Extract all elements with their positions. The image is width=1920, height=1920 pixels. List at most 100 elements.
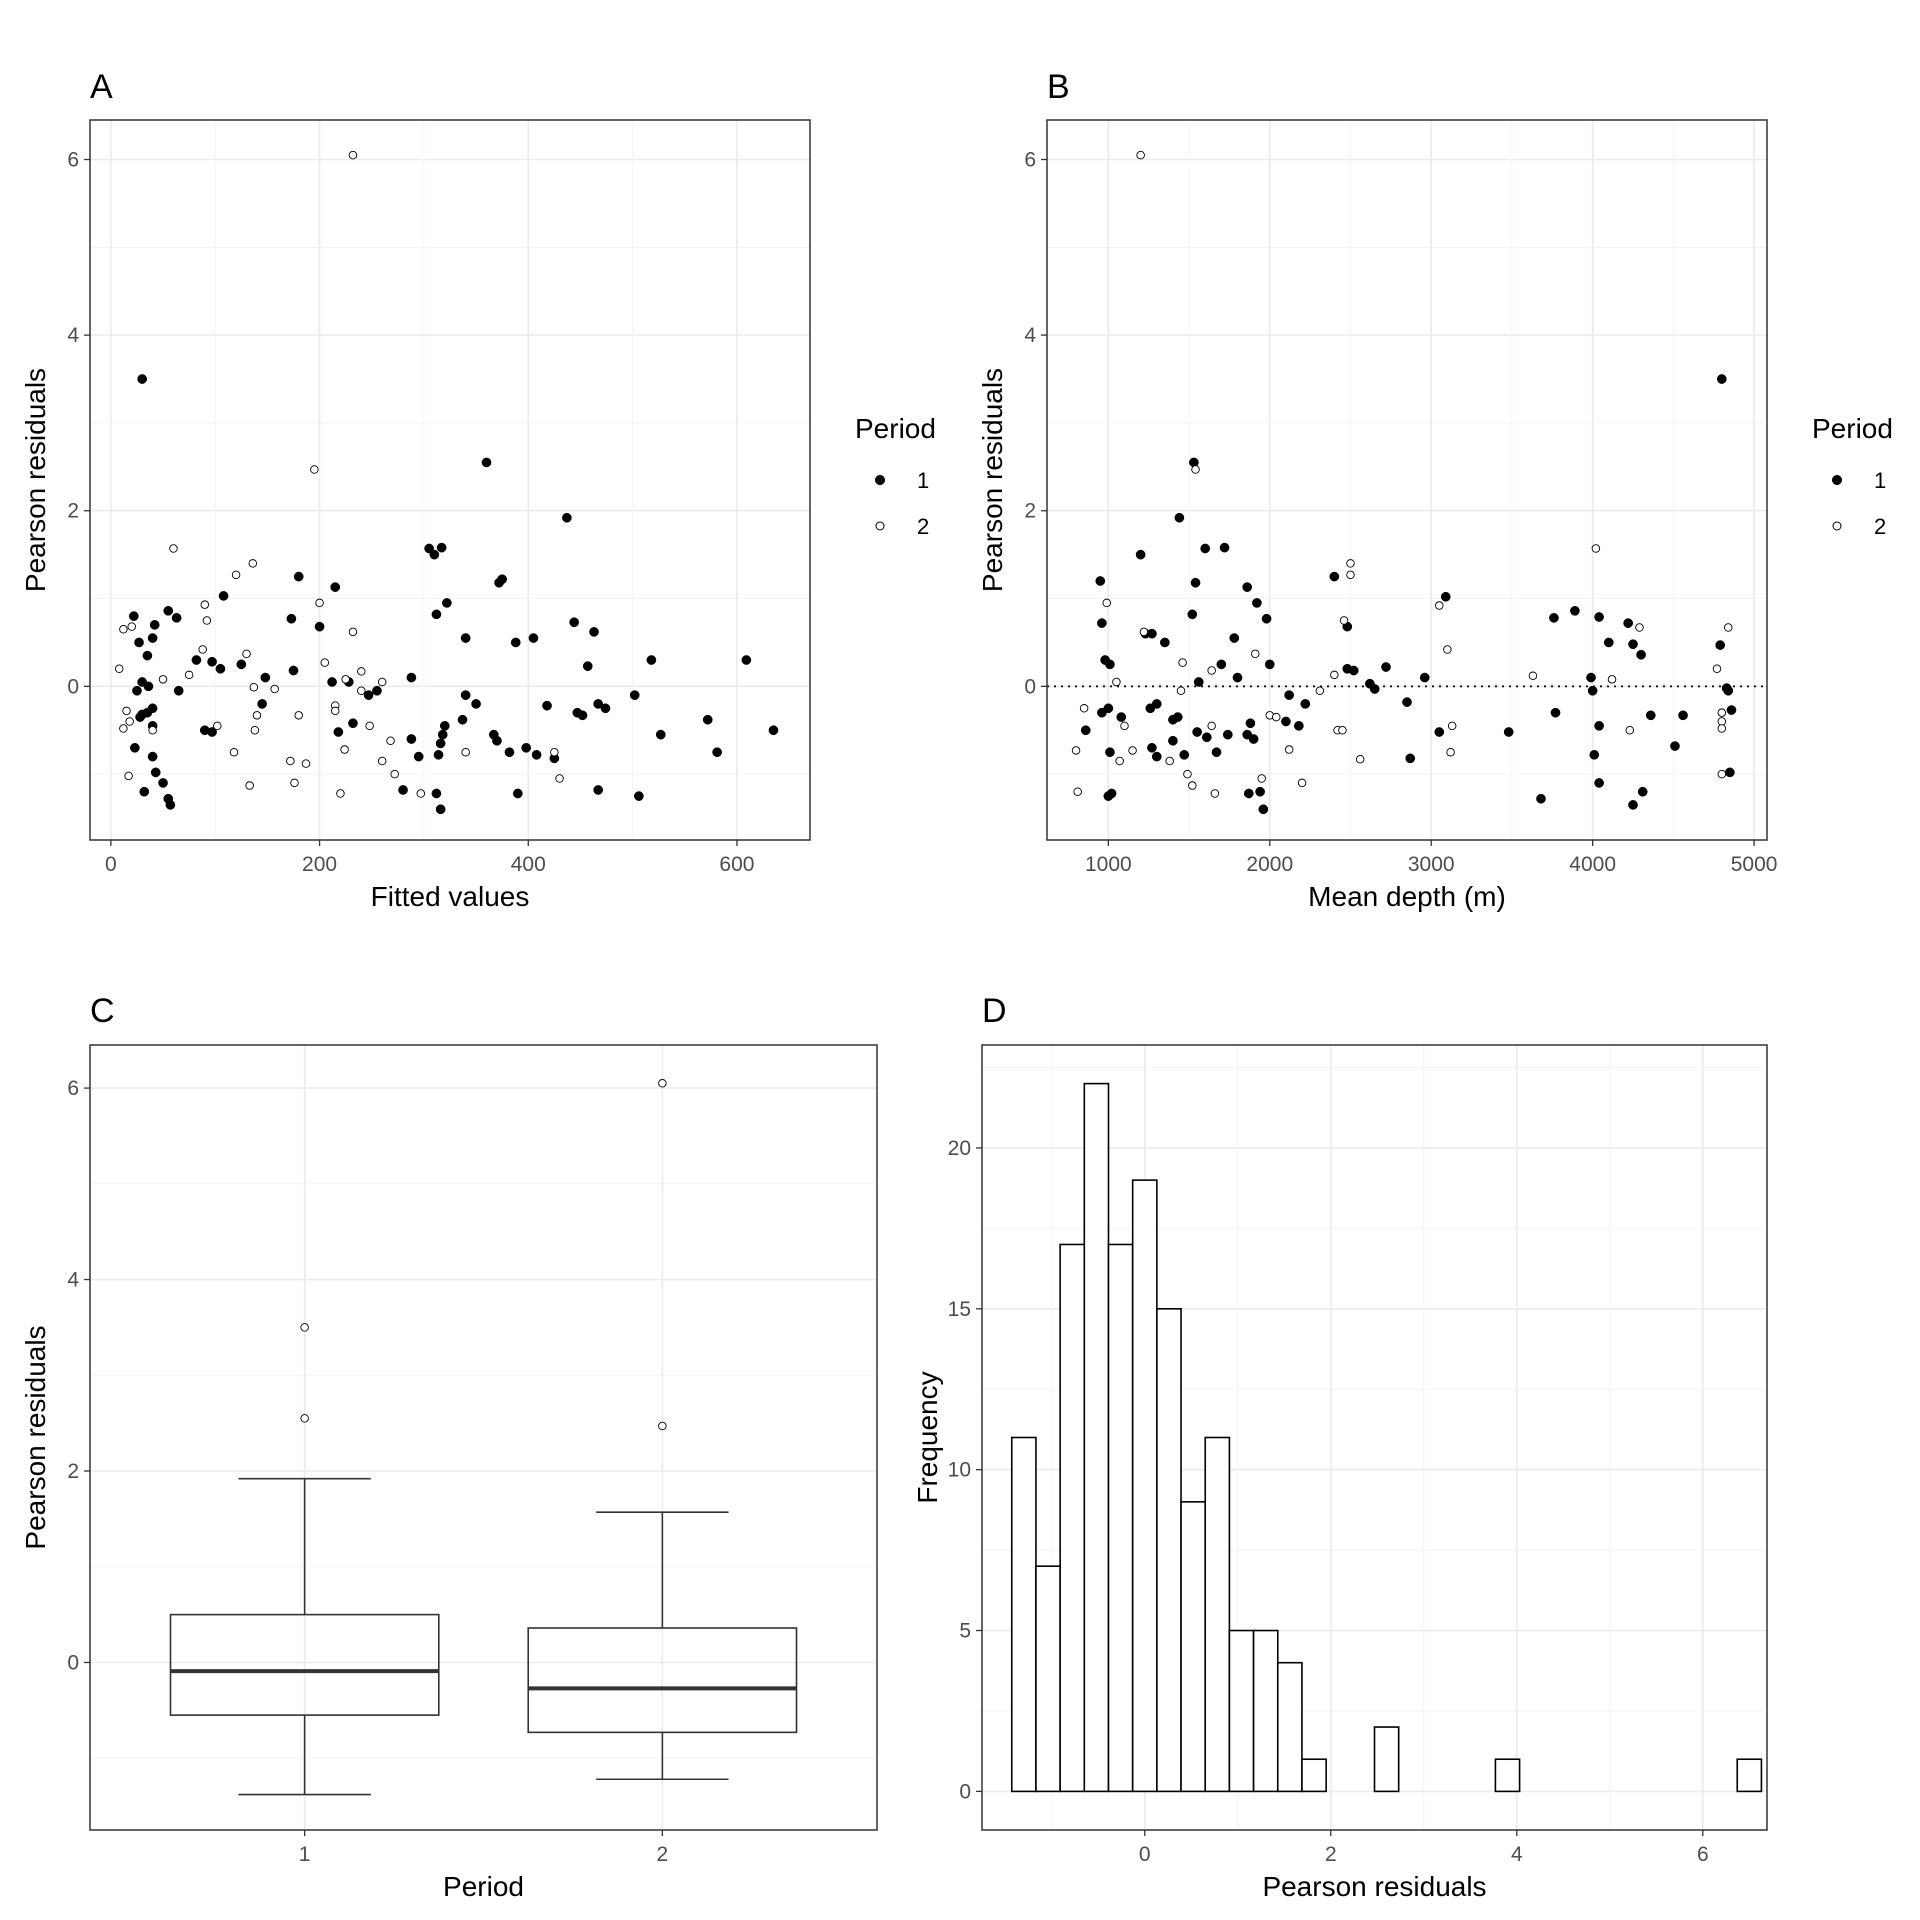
x-tick-label: 2 bbox=[1325, 1843, 1337, 1866]
scatter-point-period-1 bbox=[372, 685, 382, 696]
scatter-point-period-1 bbox=[569, 617, 580, 628]
histogram-bar bbox=[1228, 1629, 1255, 1793]
scatter-point-period-1 bbox=[260, 672, 271, 683]
scatter-point-period-1 bbox=[1242, 582, 1253, 592]
scatter-point-period-1 bbox=[1716, 374, 1727, 384]
scatter-point-period-1 bbox=[1440, 591, 1451, 602]
scatter-point-period-2 bbox=[1251, 649, 1260, 659]
x-tick-label: 3000 bbox=[1408, 853, 1455, 876]
scatter-point-period-1 bbox=[1723, 685, 1734, 696]
y-tick-label: 4 bbox=[67, 324, 79, 347]
scatter-point-period-2 bbox=[357, 667, 366, 676]
histogram-bar bbox=[1301, 1758, 1327, 1793]
scatter-point-period-1 bbox=[147, 703, 158, 714]
scatter-point-period-2 bbox=[1257, 774, 1266, 783]
scatter-point-period-1 bbox=[431, 609, 442, 620]
y-tick-label: 0 bbox=[1024, 675, 1036, 698]
panel-a-scatter-fitted: 0 2 4 6 0 200 400 600 A Fitted values Pearson resi… bbox=[20, 68, 936, 912]
scatter-point-period-1 bbox=[1623, 618, 1634, 628]
scatter-point-period-1 bbox=[429, 549, 440, 560]
scatter-point-period-1 bbox=[130, 742, 140, 753]
legend-key-period-1 bbox=[1831, 474, 1843, 486]
outlier-point bbox=[658, 1421, 667, 1431]
scatter-point-period-1 bbox=[1503, 727, 1514, 737]
outlier-point bbox=[300, 1323, 309, 1332]
plot-background bbox=[90, 1045, 877, 1830]
scatter-point-period-1 bbox=[442, 598, 452, 608]
scatter-point-period-1 bbox=[406, 734, 417, 744]
scatter-point-period-1 bbox=[1105, 747, 1115, 758]
scatter-point-period-2 bbox=[1447, 721, 1457, 731]
scatter-point-period-1 bbox=[1243, 788, 1254, 799]
scatter-point-period-1 bbox=[413, 751, 424, 762]
x-tick-label: 1000 bbox=[1085, 853, 1132, 876]
x-tick-label: 2 bbox=[657, 1843, 669, 1866]
scatter-point-period-2 bbox=[1210, 789, 1220, 798]
scatter-point-period-1 bbox=[132, 685, 142, 696]
legend-key-period-2 bbox=[875, 521, 885, 531]
scatter-point-period-2 bbox=[336, 789, 345, 798]
scatter-point-period-2 bbox=[1112, 677, 1121, 687]
scatter-point-period-2 bbox=[250, 725, 260, 735]
scatter-point-period-1 bbox=[1232, 672, 1243, 683]
x-tick-label: 4000 bbox=[1569, 853, 1616, 876]
scatter-point-period-1 bbox=[207, 727, 217, 737]
scatter-point-period-2 bbox=[1207, 666, 1216, 675]
scatter-point-period-1 bbox=[314, 621, 325, 632]
scatter-point-period-2 bbox=[1435, 601, 1444, 610]
y-tick-label: 6 bbox=[1024, 149, 1036, 172]
outlier-point bbox=[658, 1079, 667, 1088]
plot-background bbox=[1047, 120, 1767, 840]
scatter-point-period-2 bbox=[148, 725, 157, 735]
scatter-point-period-1 bbox=[712, 747, 722, 758]
scatter-point-period-1 bbox=[629, 690, 640, 700]
scatter-point-period-1 bbox=[1222, 729, 1233, 740]
scatter-point-period-2 bbox=[184, 670, 194, 680]
scatter-point-period-1 bbox=[1434, 727, 1445, 737]
scatter-point-period-1 bbox=[1381, 662, 1391, 672]
x-tick-label: 0 bbox=[105, 853, 117, 876]
scatter-point-period-1 bbox=[1103, 791, 1114, 801]
scatter-point-period-2 bbox=[1635, 623, 1644, 632]
scatter-point-period-2 bbox=[416, 789, 426, 798]
scatter-point-period-2 bbox=[340, 745, 349, 754]
panel-c-boxplot-period: 0 2 4 6 1 2 C Period Pearson residuals bbox=[20, 992, 878, 1902]
scatter-point-period-1 bbox=[492, 735, 502, 746]
scatter-point-period-2 bbox=[158, 675, 168, 684]
scatter-point-period-1 bbox=[1192, 727, 1202, 737]
scatter-point-period-1 bbox=[437, 729, 448, 740]
scatter-point-period-1 bbox=[173, 685, 184, 696]
scatter-point-period-1 bbox=[330, 582, 341, 592]
scatter-point-period-1 bbox=[1216, 659, 1227, 670]
scatter-point-period-1 bbox=[562, 512, 572, 523]
scatter-point-period-1 bbox=[171, 613, 182, 623]
legend-label-period-1: 1 bbox=[917, 468, 929, 493]
panel-border bbox=[89, 1044, 878, 1831]
scatter-point-period-2 bbox=[119, 625, 128, 634]
scatter-point-period-1 bbox=[1678, 710, 1688, 721]
histogram-bar bbox=[1736, 1758, 1763, 1793]
scatter-point-period-1 bbox=[1179, 749, 1190, 760]
y-axis-title: Frequency bbox=[912, 1371, 943, 1503]
scatter-point-period-1 bbox=[398, 785, 408, 795]
scatter-point-period-2 bbox=[1712, 664, 1722, 674]
legend-title: Period bbox=[855, 413, 936, 444]
scatter-point-period-1 bbox=[333, 727, 344, 737]
scatter-point-period-2 bbox=[1528, 671, 1538, 681]
x-tick-label: 4 bbox=[1511, 1843, 1523, 1866]
histogram-bar bbox=[1156, 1308, 1182, 1793]
scatter-point-period-1 bbox=[1587, 685, 1598, 696]
scatter-point-period-1 bbox=[139, 786, 150, 797]
scatter-point-period-1 bbox=[655, 729, 666, 740]
y-axis-title: Pearson residuals bbox=[20, 1325, 51, 1549]
scatter-point-period-2 bbox=[1071, 746, 1081, 755]
scatter-point-period-2 bbox=[231, 570, 241, 580]
scatter-point-period-1 bbox=[1284, 690, 1295, 700]
scatter-point-period-1 bbox=[150, 767, 161, 778]
scatter-point-period-1 bbox=[702, 714, 713, 725]
scatter-point-period-2 bbox=[125, 717, 134, 726]
scatter-point-period-2 bbox=[1207, 721, 1216, 731]
scatter-point-period-1 bbox=[439, 721, 450, 731]
x-tick-label: 1 bbox=[299, 1843, 311, 1866]
scatter-point-period-1 bbox=[1116, 712, 1127, 722]
